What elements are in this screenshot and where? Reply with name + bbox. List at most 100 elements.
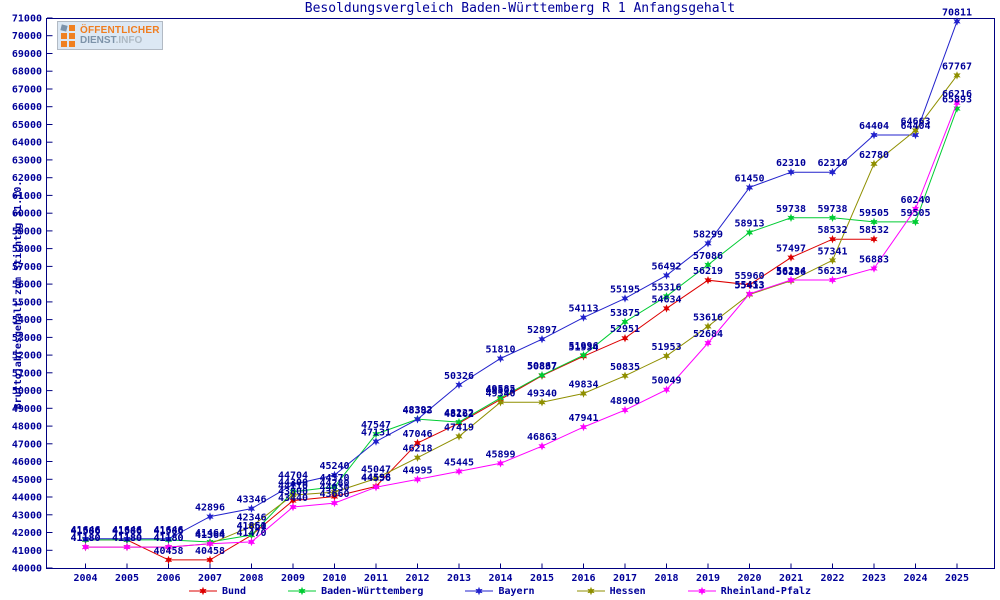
svg-text:56883: 56883 — [859, 255, 889, 266]
svg-text:2014: 2014 — [488, 573, 512, 584]
svg-text:59505: 59505 — [859, 208, 889, 219]
svg-text:48000: 48000 — [12, 422, 42, 433]
svg-text:57000: 57000 — [12, 262, 42, 273]
svg-text:61000: 61000 — [12, 191, 42, 202]
svg-text:44300: 44300 — [278, 478, 308, 489]
svg-text:50837: 50837 — [527, 362, 557, 373]
svg-text:40458: 40458 — [195, 546, 225, 557]
svg-text:49504: 49504 — [485, 385, 515, 396]
legend-marker-icon — [288, 586, 317, 596]
svg-text:69000: 69000 — [12, 49, 42, 60]
svg-text:64663: 64663 — [900, 116, 930, 127]
svg-text:41586: 41586 — [112, 526, 142, 537]
svg-text:59738: 59738 — [817, 204, 847, 215]
svg-text:52897: 52897 — [527, 325, 557, 336]
y-axis: 40000 41000 42000 43000 44000 45000 46000 47000… — [12, 14, 53, 575]
svg-text:2015: 2015 — [530, 573, 554, 584]
svg-text:41586: 41586 — [70, 526, 100, 537]
svg-text:58000: 58000 — [12, 244, 42, 255]
svg-text:41646: 41646 — [153, 525, 183, 536]
svg-text:48392: 48392 — [402, 405, 432, 416]
x-axis: 2004 2005 2006 2007 2008 2009 2010 2011 2012 2013… — [73, 563, 969, 584]
svg-text:55000: 55000 — [12, 297, 42, 308]
svg-text:2016: 2016 — [571, 573, 595, 584]
svg-text:57086: 57086 — [693, 251, 723, 262]
svg-text:62310: 62310 — [817, 158, 847, 169]
logo-info-text: .INFO — [115, 34, 143, 46]
svg-text:64000: 64000 — [12, 138, 42, 149]
svg-text:70811: 70811 — [942, 7, 972, 18]
svg-text:56186: 56186 — [776, 267, 806, 278]
svg-text:64404: 64404 — [859, 121, 889, 132]
svg-text:41470: 41470 — [236, 528, 266, 539]
svg-text:55316: 55316 — [651, 282, 681, 293]
oeffentlicher-dienst-info-logo[interactable]: ÖFFENTLICHER DIENST.INFO — [57, 21, 163, 50]
svg-text:2024: 2024 — [903, 573, 927, 584]
svg-text:41851: 41851 — [236, 521, 266, 532]
svg-text:45899: 45899 — [485, 449, 515, 460]
svg-text:49340: 49340 — [527, 388, 557, 399]
svg-text:52000: 52000 — [12, 351, 42, 362]
legend-marker-icon — [188, 586, 217, 596]
svg-text:54000: 54000 — [12, 315, 42, 326]
svg-text:44570: 44570 — [319, 473, 349, 484]
svg-text:50000: 50000 — [12, 386, 42, 397]
svg-text:2006: 2006 — [156, 573, 180, 584]
svg-text:54634: 54634 — [651, 294, 681, 305]
svg-text:56234: 56234 — [776, 266, 806, 277]
svg-text:41180: 41180 — [70, 533, 100, 544]
svg-text:50049: 50049 — [651, 376, 681, 387]
svg-text:59505: 59505 — [900, 208, 930, 219]
chart-title: Besoldungsvergleich Baden-Württemberg R … — [304, 1, 736, 16]
svg-text:60000: 60000 — [12, 209, 42, 220]
series-Bayern — [81, 17, 961, 543]
svg-text:2008: 2008 — [239, 573, 263, 584]
svg-text:49340: 49340 — [485, 388, 515, 399]
svg-text:51953: 51953 — [651, 342, 681, 353]
svg-text:49834: 49834 — [568, 380, 598, 391]
svg-text:50835: 50835 — [610, 362, 640, 373]
svg-text:58532: 58532 — [859, 225, 889, 236]
svg-text:45000: 45000 — [12, 475, 42, 486]
logo-text: ÖFFENTLICHER DIENST.INFO — [80, 25, 160, 46]
svg-text:51934: 51934 — [568, 342, 598, 353]
svg-text:41000: 41000 — [12, 546, 42, 557]
svg-text:62000: 62000 — [12, 173, 42, 184]
svg-text:53616: 53616 — [693, 312, 723, 323]
svg-text:41364: 41364 — [195, 530, 225, 541]
svg-text:51810: 51810 — [485, 345, 515, 356]
svg-text:57341: 57341 — [817, 246, 847, 257]
svg-text:2011: 2011 — [364, 573, 388, 584]
chart-legend: Bund Baden-Württemberg Bayern Hessen Rheinla… — [0, 585, 1000, 597]
svg-text:2007: 2007 — [198, 573, 222, 584]
svg-text:49000: 49000 — [12, 404, 42, 415]
svg-text:55413: 55413 — [734, 281, 764, 292]
svg-text:66000: 66000 — [12, 102, 42, 113]
svg-text:47419: 47419 — [444, 422, 474, 433]
svg-text:41180: 41180 — [70, 533, 100, 544]
svg-text:2004: 2004 — [73, 573, 97, 584]
svg-text:51000: 51000 — [12, 368, 42, 379]
svg-text:46863: 46863 — [527, 432, 557, 443]
svg-text:44280: 44280 — [319, 478, 349, 489]
svg-text:2019: 2019 — [696, 573, 720, 584]
svg-text:43346: 43346 — [236, 495, 266, 506]
series-Hessen — [81, 71, 961, 552]
svg-text:49585: 49585 — [485, 384, 515, 395]
svg-text:44110: 44110 — [278, 481, 308, 492]
svg-text:53875: 53875 — [610, 308, 640, 319]
svg-text:43000: 43000 — [12, 510, 42, 521]
svg-text:46000: 46000 — [12, 457, 42, 468]
legend-label: Baden-Württemberg — [321, 585, 424, 597]
svg-text:59738: 59738 — [776, 204, 806, 215]
svg-text:47000: 47000 — [12, 439, 42, 450]
svg-text:2018: 2018 — [654, 573, 678, 584]
svg-text:41464: 41464 — [195, 528, 225, 539]
legend-item-Hessen: Hessen — [576, 585, 646, 597]
svg-text:60240: 60240 — [900, 195, 930, 206]
svg-text:44598: 44598 — [361, 472, 391, 483]
svg-text:68000: 68000 — [12, 67, 42, 78]
svg-text:2020: 2020 — [737, 573, 761, 584]
